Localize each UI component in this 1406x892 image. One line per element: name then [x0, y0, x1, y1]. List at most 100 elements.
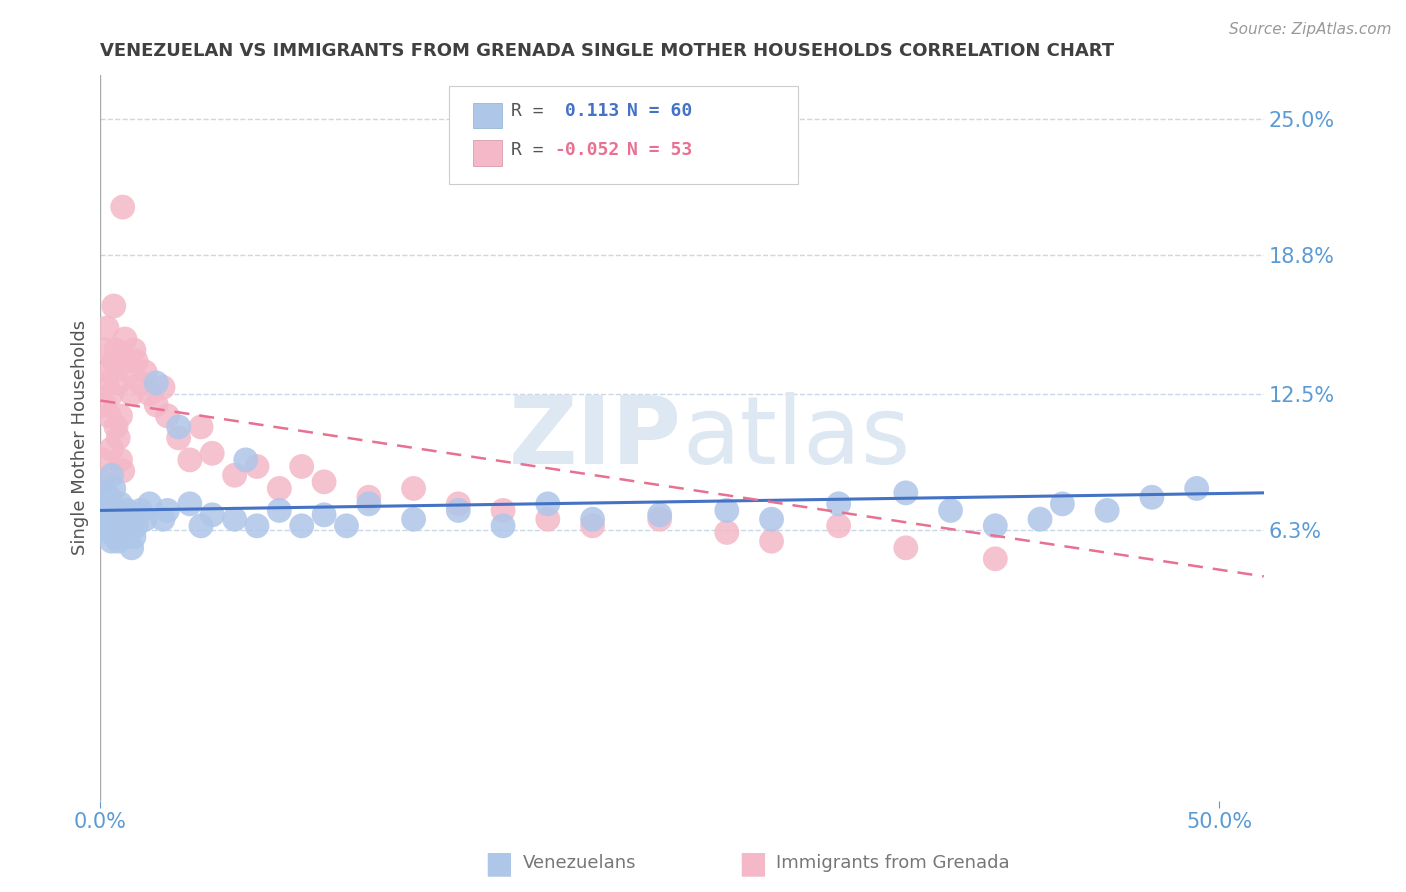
Point: [1140, 490, 1163, 504]
Point: [105, 343, 128, 357]
Point: [125, 518, 148, 533]
Point: [224, 468, 246, 483]
Point: [335, 518, 357, 533]
Point: [114, 332, 136, 346]
Point: [96, 321, 118, 335]
Point: [145, 398, 167, 412]
Text: 0.113: 0.113: [554, 103, 619, 120]
Point: [246, 459, 269, 474]
Point: [107, 376, 129, 390]
Text: N = 53: N = 53: [627, 141, 693, 159]
Point: [107, 534, 129, 549]
Text: N = 60: N = 60: [627, 103, 693, 120]
Point: [984, 518, 1007, 533]
Text: Venezuelans: Venezuelans: [523, 855, 637, 872]
Point: [201, 446, 224, 460]
Point: [121, 541, 143, 555]
Point: [492, 503, 515, 517]
Point: [96, 503, 118, 517]
Point: [581, 518, 603, 533]
Point: [167, 420, 190, 434]
Point: [291, 459, 314, 474]
Point: [1029, 512, 1052, 526]
Point: [1185, 482, 1208, 496]
Point: [122, 343, 145, 357]
Point: [134, 365, 156, 379]
Point: [581, 512, 603, 526]
Point: [103, 299, 125, 313]
Point: [894, 486, 917, 500]
FancyBboxPatch shape: [472, 103, 502, 128]
Point: [118, 365, 141, 379]
Point: [447, 503, 470, 517]
Point: [357, 490, 380, 504]
Point: [110, 497, 132, 511]
Y-axis label: Single Mother Households: Single Mother Households: [72, 320, 89, 556]
Point: [939, 503, 962, 517]
Point: [716, 503, 738, 517]
Point: [98, 365, 121, 379]
FancyBboxPatch shape: [472, 140, 502, 166]
Point: [129, 503, 152, 517]
FancyBboxPatch shape: [450, 87, 799, 184]
Point: [402, 512, 425, 526]
Point: [105, 420, 128, 434]
Point: [716, 525, 738, 540]
Point: [98, 525, 121, 540]
Point: [156, 503, 179, 517]
Point: [134, 512, 156, 526]
Point: [152, 380, 174, 394]
Point: [761, 534, 783, 549]
Point: [246, 518, 269, 533]
Point: [118, 512, 141, 526]
Point: [105, 503, 128, 517]
Point: [648, 512, 671, 526]
Point: [111, 530, 134, 544]
Point: [111, 464, 134, 478]
Point: [105, 530, 128, 544]
Text: R =: R =: [510, 141, 554, 159]
Text: -0.052: -0.052: [554, 141, 619, 159]
Point: [492, 518, 515, 533]
Point: [314, 475, 336, 489]
Text: R =: R =: [510, 103, 554, 120]
Point: [648, 508, 671, 522]
Point: [96, 376, 118, 390]
Point: [91, 497, 114, 511]
Point: [152, 512, 174, 526]
Point: [190, 420, 212, 434]
Point: [235, 453, 257, 467]
Point: [127, 508, 149, 522]
Point: [114, 518, 136, 533]
Text: atlas: atlas: [682, 392, 910, 483]
Point: [94, 486, 117, 500]
Point: [129, 376, 152, 390]
Point: [291, 518, 314, 533]
Point: [91, 475, 114, 489]
Point: [179, 497, 201, 511]
Point: [94, 343, 117, 357]
Point: [402, 482, 425, 496]
Point: [103, 482, 125, 496]
Text: VENEZUELAN VS IMMIGRANTS FROM GRENADA SINGLE MOTHER HOUSEHOLDS CORRELATION CHART: VENEZUELAN VS IMMIGRANTS FROM GRENADA SI…: [100, 42, 1115, 60]
Point: [115, 503, 138, 517]
Point: [103, 354, 125, 368]
Point: [167, 431, 190, 445]
Point: [827, 497, 849, 511]
Point: [96, 512, 118, 526]
Point: [314, 508, 336, 522]
Point: [115, 354, 138, 368]
Point: [201, 508, 224, 522]
Point: [103, 512, 125, 526]
Point: [138, 497, 160, 511]
Point: [190, 518, 212, 533]
Point: [107, 518, 129, 533]
Point: [761, 512, 783, 526]
Point: [1052, 497, 1074, 511]
Point: [110, 453, 132, 467]
Point: [537, 497, 560, 511]
Point: [100, 442, 122, 456]
Point: [179, 453, 201, 467]
Point: [100, 387, 122, 401]
Text: ■: ■: [738, 849, 766, 878]
